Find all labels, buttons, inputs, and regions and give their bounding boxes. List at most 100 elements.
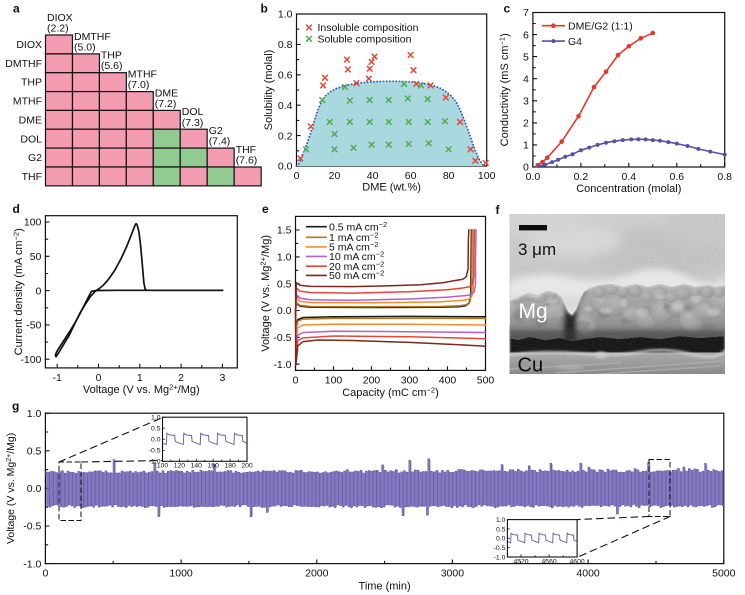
- svg-text:100: 100: [478, 170, 496, 182]
- svg-text:1.0: 1.0: [27, 408, 42, 420]
- svg-text:2000: 2000: [305, 568, 329, 580]
- svg-text:DIOX: DIOX: [47, 12, 73, 24]
- svg-text:4: 4: [523, 73, 529, 85]
- svg-text:d: d: [13, 202, 20, 216]
- svg-text:0.0: 0.0: [277, 305, 292, 317]
- svg-text:500: 500: [477, 374, 495, 386]
- svg-text:3 μm: 3 μm: [518, 240, 556, 259]
- svg-text:100: 100: [325, 374, 343, 386]
- svg-text:THP: THP: [21, 77, 42, 89]
- svg-text:0.6: 0.6: [669, 171, 684, 183]
- svg-text:-0.5: -0.5: [23, 521, 41, 533]
- svg-text:0.4: 0.4: [621, 171, 636, 183]
- svg-text:50: 50: [30, 251, 42, 263]
- svg-text:400: 400: [439, 374, 457, 386]
- svg-text:100: 100: [157, 463, 169, 470]
- svg-text:0.0: 0.0: [27, 483, 42, 495]
- svg-text:0: 0: [36, 285, 42, 297]
- svg-text:G2: G2: [28, 152, 42, 164]
- svg-text:3: 3: [219, 372, 225, 384]
- svg-text:4000: 4000: [576, 568, 600, 580]
- svg-text:a: a: [13, 2, 20, 16]
- svg-text:c: c: [504, 2, 511, 16]
- svg-text:0.2: 0.2: [278, 130, 293, 142]
- svg-text:f: f: [496, 203, 501, 217]
- svg-text:DMTHF: DMTHF: [74, 31, 111, 43]
- svg-text:Soluble composition: Soluble composition: [318, 34, 412, 46]
- svg-text:20: 20: [329, 170, 341, 182]
- svg-text:-0.5: -0.5: [494, 545, 506, 552]
- svg-text:5: 5: [523, 51, 529, 63]
- svg-text:40: 40: [367, 170, 379, 182]
- svg-text:3000: 3000: [441, 568, 465, 580]
- svg-text:-1.0: -1.0: [23, 558, 41, 570]
- svg-text:DIOX: DIOX: [16, 39, 42, 51]
- svg-text:(7.6): (7.6): [236, 155, 258, 167]
- svg-text:0: 0: [96, 372, 102, 384]
- svg-text:140: 140: [191, 463, 203, 470]
- svg-text:0.6: 0.6: [278, 70, 293, 82]
- svg-text:(7.0): (7.0): [128, 79, 150, 91]
- svg-text:1000: 1000: [169, 568, 193, 580]
- svg-text:-0.5: -0.5: [273, 332, 291, 344]
- svg-text:0.0: 0.0: [496, 536, 506, 543]
- svg-text:Insoluble composition: Insoluble composition: [318, 22, 419, 34]
- svg-text:4600: 4600: [570, 558, 585, 565]
- svg-text:(2.2): (2.2): [47, 23, 69, 35]
- svg-text:DME: DME: [19, 114, 42, 126]
- svg-text:20 mA cm−2: 20 mA cm−2: [329, 259, 384, 273]
- svg-text:1.0: 1.0: [277, 252, 292, 264]
- svg-text:-0.5: -0.5: [149, 448, 161, 455]
- svg-text:DOL: DOL: [20, 133, 42, 145]
- svg-text:0.5 mA cm−2: 0.5 mA cm−2: [329, 220, 387, 234]
- svg-text:0.5: 0.5: [151, 426, 161, 433]
- svg-text:3: 3: [523, 96, 529, 108]
- svg-text:-1.0: -1.0: [494, 554, 506, 561]
- svg-text:1 mA cm−2: 1 mA cm−2: [329, 230, 378, 244]
- svg-text:0.4: 0.4: [278, 100, 293, 112]
- svg-text:DME: DME: [155, 87, 178, 99]
- svg-text:-1.0: -1.0: [149, 459, 161, 466]
- svg-text:(7.4): (7.4): [209, 136, 231, 148]
- svg-text:(5.0): (5.0): [74, 41, 96, 53]
- svg-text:50 mA cm−2: 50 mA cm−2: [329, 269, 384, 283]
- svg-text:0.5: 0.5: [277, 278, 292, 290]
- svg-text:Conductivity (mS cm−1): Conductivity (mS cm−1): [498, 33, 512, 146]
- svg-text:DME (wt.%): DME (wt.%): [362, 182, 421, 194]
- svg-text:G4: G4: [568, 36, 582, 48]
- svg-text:7: 7: [523, 7, 529, 19]
- svg-text:4520: 4520: [513, 558, 528, 565]
- svg-text:MTHF: MTHF: [13, 96, 42, 108]
- svg-text:60: 60: [405, 170, 417, 182]
- svg-text:-100: -100: [20, 354, 41, 366]
- svg-text:(7.2): (7.2): [155, 98, 177, 110]
- svg-text:1: 1: [137, 372, 143, 384]
- svg-text:0.2: 0.2: [574, 171, 589, 183]
- svg-text:0.0: 0.0: [278, 161, 293, 173]
- svg-text:MTHF: MTHF: [128, 69, 157, 81]
- svg-text:200: 200: [241, 463, 253, 470]
- svg-text:0.8: 0.8: [278, 39, 293, 51]
- svg-text:Voltage (V vs. Mg2+/Mg): Voltage (V vs. Mg2+/Mg): [5, 433, 17, 544]
- svg-text:DOL: DOL: [182, 106, 204, 118]
- svg-text:0.0: 0.0: [526, 171, 541, 183]
- svg-text:5000: 5000: [712, 568, 736, 580]
- svg-text:0.0: 0.0: [151, 437, 161, 444]
- svg-text:Voltage (V vs. Mg2+/Mg): Voltage (V vs. Mg2+/Mg): [259, 235, 273, 352]
- svg-text:THF: THF: [22, 171, 42, 183]
- svg-text:Concentration (molal): Concentration (molal): [576, 183, 681, 195]
- svg-text:G2: G2: [209, 125, 223, 137]
- svg-text:Voltage (V vs. Mg2+/Mg): Voltage (V vs. Mg2+/Mg): [83, 382, 200, 396]
- svg-text:Cu: Cu: [518, 355, 544, 377]
- svg-text:80: 80: [443, 170, 455, 182]
- svg-text:DMTHF: DMTHF: [5, 58, 42, 70]
- svg-text:180: 180: [224, 463, 236, 470]
- svg-text:10 mA cm−2: 10 mA cm−2: [329, 250, 384, 264]
- svg-text:100: 100: [24, 217, 42, 229]
- svg-text:Time (min): Time (min): [359, 581, 411, 593]
- svg-text:6: 6: [523, 29, 529, 41]
- svg-text:0.5: 0.5: [496, 526, 506, 533]
- svg-text:0.5: 0.5: [27, 446, 42, 458]
- svg-text:2: 2: [178, 372, 184, 384]
- svg-text:0: 0: [42, 568, 48, 580]
